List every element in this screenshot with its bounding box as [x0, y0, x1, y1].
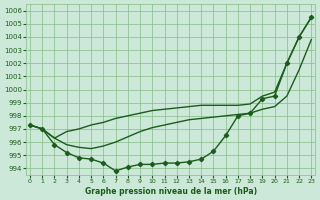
- X-axis label: Graphe pression niveau de la mer (hPa): Graphe pression niveau de la mer (hPa): [84, 187, 257, 196]
